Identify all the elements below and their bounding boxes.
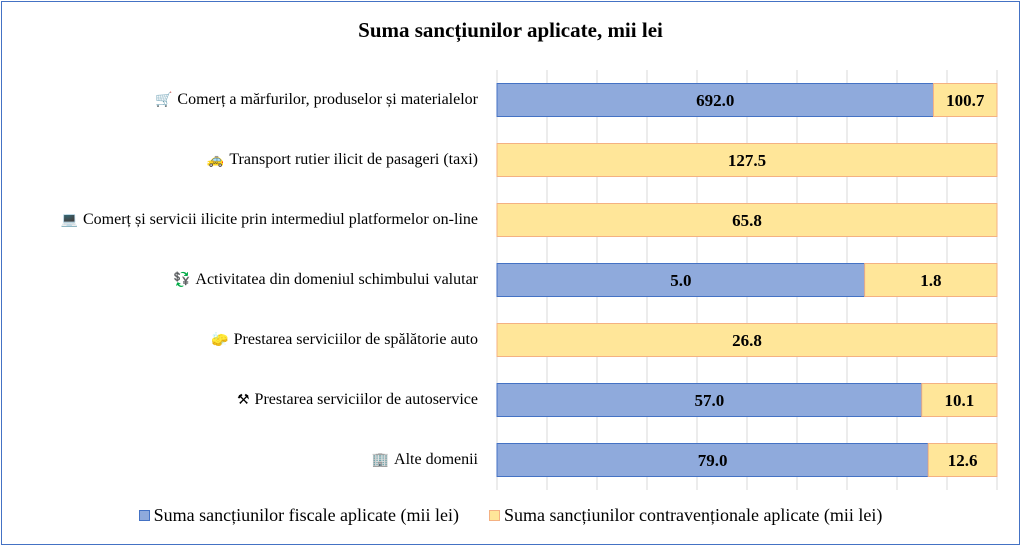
data-label: 5.0 [670, 271, 691, 290]
category-label: 🏢 Alte domenii [8, 450, 478, 470]
currency-exchange-icon: 💱 [172, 272, 191, 288]
laptop-icon: 💻 [60, 212, 78, 228]
category-label-text: Comerț a mărfurilor, produselor și mater… [177, 91, 478, 108]
category-label-text: Prestarea serviciilor de spălătorie auto [233, 331, 478, 348]
bar-contraventional [927, 443, 998, 477]
building-icon: 🏢 [371, 452, 390, 468]
shopping-cart-icon: 🛒 [154, 92, 173, 108]
taxi-icon: 🚕 [206, 152, 225, 168]
bar-fiscal [496, 383, 923, 417]
category-label: ⚒ Prestarea serviciilor de autoservice [8, 390, 478, 410]
category-label-text: Alte domenii [394, 451, 478, 468]
legend-label-contraventional: Suma sancțiunilor contravenționale aplic… [504, 505, 883, 525]
category-label-text: Transport rutier ilicit de pasageri (tax… [229, 151, 478, 168]
data-label: 1.8 [920, 271, 941, 290]
bar-contraventional [932, 83, 998, 117]
legend-item-contraventional: Suma sancțiunilor contravenționale aplic… [489, 505, 882, 526]
bar-contraventional [496, 323, 998, 357]
data-label: 10.1 [944, 391, 974, 410]
data-label: 65.8 [732, 211, 762, 230]
bar-contraventional [864, 263, 998, 297]
data-label: 127.5 [728, 151, 766, 170]
sponge-icon: 🧽 [211, 332, 229, 348]
category-label: 💱 Activitatea din domeniul schimbului val… [8, 270, 478, 290]
bar-contraventional [496, 143, 998, 177]
bar-contraventional [921, 383, 998, 417]
legend-swatch-fiscal [138, 510, 150, 521]
data-label: 26.8 [732, 331, 762, 350]
data-label: 100.7 [946, 91, 985, 110]
legend: Suma sancțiunilor fiscale aplicate (mii … [0, 505, 1021, 526]
bar-contraventional [496, 203, 998, 237]
category-label-text: Activitatea din domeniul schimbului valu… [195, 271, 478, 288]
category-label-text: Prestarea serviciilor de autoservice [254, 391, 478, 408]
category-label: 💻 Comerț și servicii ilicite prin interme… [8, 210, 478, 230]
tools-icon: ⚒ [236, 392, 250, 408]
bar-fiscal [496, 443, 929, 477]
legend-swatch-contraventional [489, 510, 501, 521]
data-label: 79.0 [698, 451, 728, 470]
data-label: 692.0 [696, 91, 734, 110]
legend-label-fiscal: Suma sancțiunilor fiscale aplicate (mii … [153, 505, 460, 525]
data-label: 12.6 [948, 451, 978, 470]
data-label: 57.0 [694, 391, 724, 410]
category-label: 🛒 Comerț a mărfurilor, produselor și mate… [8, 90, 478, 110]
chart-title: Suma sancțiunilor aplicate, mii lei [358, 18, 663, 42]
category-label-text: Comerț și servicii ilicite prin intermed… [82, 211, 478, 228]
legend-item-fiscal: Suma sancțiunilor fiscale aplicate (mii … [138, 505, 460, 526]
category-label: 🚕 Transport rutier ilicit de pasageri (ta… [8, 150, 478, 170]
category-label: 🧽 Prestarea serviciilor de spălătorie aut… [8, 330, 478, 350]
